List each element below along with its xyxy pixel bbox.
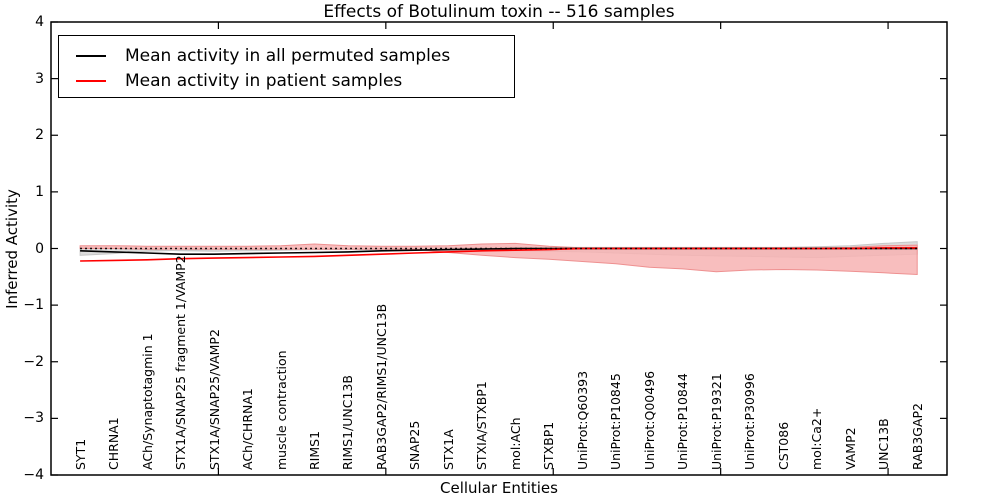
y-tick-label: 0: [35, 240, 44, 257]
x-category-label: SNAP25: [407, 420, 423, 470]
x-category-label: RIMS1/UNC13B: [340, 375, 356, 470]
legend: Mean activity in all permuted samples Me…: [58, 35, 515, 98]
x-category-label: STX1A/SNAP25/VAMP2: [206, 329, 222, 470]
x-category-label: STX1A/SNAP25 fragment 1/VAMP2: [173, 255, 189, 470]
permuted-line-swatch: [76, 54, 106, 57]
y-tick-label: 2: [35, 127, 44, 144]
x-category-label: UniProt:Q60393: [574, 370, 590, 470]
x-category-label: mol:ACh: [507, 417, 523, 471]
legend-label: Mean activity in all permuted samples: [125, 45, 451, 66]
x-category-label: muscle contraction: [273, 350, 289, 470]
x-category-label: UniProt:Q00496: [641, 370, 657, 470]
y-tick-label: 1: [35, 183, 44, 200]
patient-mean-line: [80, 247, 918, 262]
x-category-label: RAB3GAP2/RIMS1/UNC13B: [373, 303, 389, 470]
x-category-label: VAMP2: [842, 427, 858, 470]
x-category-label: UniProt:P19321: [708, 373, 724, 470]
y-tick-label: 4: [35, 14, 44, 30]
y-tick-label: 3: [35, 70, 44, 87]
chart-title: Effects of Botulinum toxin -- 516 sample…: [323, 2, 675, 22]
y-tick-label: −3: [23, 410, 44, 427]
x-category-label: CST086: [775, 421, 791, 470]
legend-entry-permuted: Mean activity in all permuted samples: [59, 43, 514, 68]
patient-line-swatch: [76, 79, 106, 82]
x-category-label: CHRNA1: [106, 417, 122, 470]
x-category-label: ACh/Synaptotagmin 1: [139, 333, 155, 470]
x-category-label: UniProt:P10844: [675, 373, 691, 470]
y-tick-label: −4: [23, 467, 44, 483]
legend-entry-patient: Mean activity in patient samples: [59, 68, 514, 93]
x-category-label: mol:Ca2+: [809, 407, 825, 470]
x-category-label: UniProt:P30996: [742, 373, 758, 470]
y-tick-label: −2: [23, 353, 44, 370]
x-category-label: ACh/CHRNA1: [240, 388, 256, 470]
x-category-label: UNC13B: [876, 418, 892, 470]
x-category-label: RAB3GAP2: [909, 403, 925, 470]
x-category-label: STXIA/STXBP1: [474, 381, 490, 470]
x-category-label: SYT1: [72, 438, 88, 470]
x-category-label: STXBP1: [541, 421, 557, 470]
legend-label: Mean activity in patient samples: [125, 70, 403, 91]
x-category-label: STX1A: [440, 429, 456, 470]
x-category-label: RIMS1: [307, 430, 322, 470]
x-axis-label: Cellular Entities: [440, 479, 558, 497]
y-tick-label: −1: [23, 297, 44, 314]
x-category-label: UniProt:P10845: [608, 373, 624, 470]
